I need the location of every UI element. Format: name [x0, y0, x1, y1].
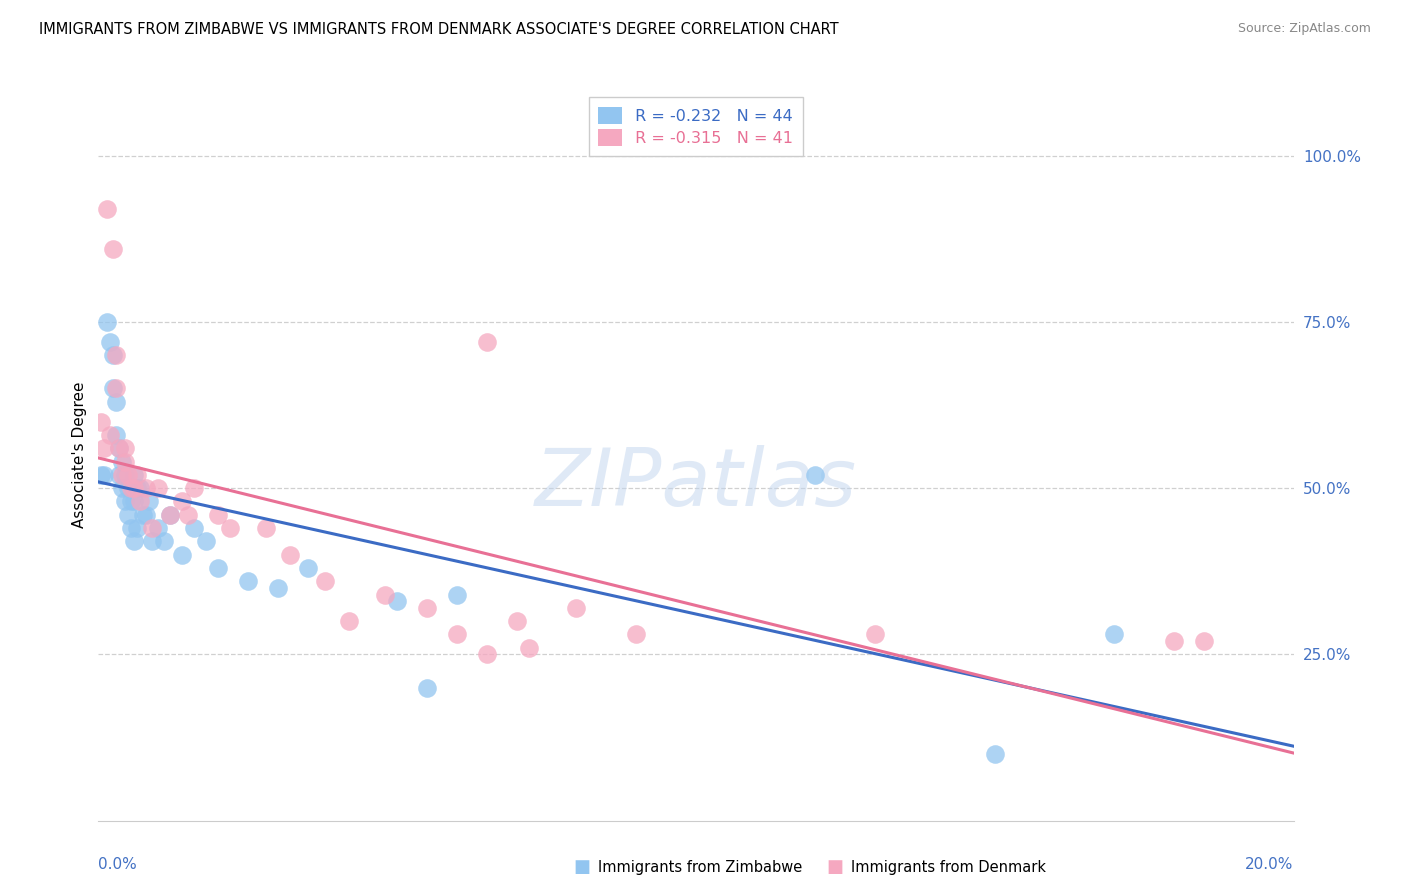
Point [153, 534, 176, 549]
Point [117, 508, 139, 522]
Point [117, 467, 139, 482]
Point [111, 481, 134, 495]
Point [416, 681, 439, 695]
Point [159, 508, 181, 522]
Point [416, 600, 439, 615]
Point [103, 381, 125, 395]
Point [93, 467, 115, 482]
Point [105, 381, 128, 395]
Point [148, 481, 170, 495]
Point [297, 561, 319, 575]
Point [114, 454, 136, 468]
Point [374, 588, 396, 602]
Point [626, 627, 648, 641]
Point [148, 521, 170, 535]
Point [177, 508, 200, 522]
Point [804, 467, 827, 482]
Point [111, 467, 134, 482]
Point [103, 348, 125, 362]
Point [1192, 634, 1215, 648]
Point [127, 467, 149, 482]
Point [124, 494, 146, 508]
Point [172, 494, 194, 508]
Point [865, 627, 887, 641]
Point [105, 428, 128, 442]
Point [129, 494, 152, 508]
Point [1163, 634, 1185, 648]
Point [124, 534, 146, 549]
Point [117, 481, 139, 495]
Point [120, 494, 142, 508]
Point [114, 494, 136, 508]
Point [124, 481, 146, 495]
Point [105, 348, 128, 362]
Point [132, 508, 155, 522]
Point [565, 600, 588, 615]
Point [183, 481, 205, 495]
Point [103, 242, 125, 256]
Point [1104, 627, 1126, 641]
Point [506, 614, 529, 628]
Point [254, 521, 277, 535]
Text: Immigrants from Denmark: Immigrants from Denmark [851, 860, 1046, 874]
Point [475, 334, 498, 349]
Point [446, 588, 468, 602]
Y-axis label: Associate's Degree: Associate's Degree [72, 382, 87, 528]
Point [138, 494, 160, 508]
Point [129, 481, 152, 495]
Text: ■: ■ [574, 858, 591, 876]
Point [108, 442, 131, 456]
Point [219, 521, 242, 535]
Point [114, 467, 136, 482]
Point [127, 521, 149, 535]
Legend:  R = -0.232   N = 44,  R = -0.315   N = 41: R = -0.232 N = 44, R = -0.315 N = 41 [589, 97, 803, 156]
Point [96, 202, 118, 216]
Point [127, 481, 149, 495]
Point [141, 534, 163, 549]
Point [159, 508, 181, 522]
Text: Immigrants from Zimbabwe: Immigrants from Zimbabwe [598, 860, 801, 874]
Point [108, 442, 131, 456]
Point [183, 521, 205, 535]
Point [90, 415, 112, 429]
Text: ■: ■ [827, 858, 844, 876]
Point [236, 574, 259, 589]
Point [105, 394, 128, 409]
Point [172, 548, 194, 562]
Text: ZIPatlas: ZIPatlas [534, 445, 858, 524]
Point [278, 548, 301, 562]
Point [475, 648, 498, 662]
Point [267, 581, 290, 595]
Point [98, 334, 122, 349]
Point [120, 521, 142, 535]
Text: 0.0%: 0.0% [98, 857, 138, 872]
Point [124, 467, 146, 482]
Text: IMMIGRANTS FROM ZIMBABWE VS IMMIGRANTS FROM DENMARK ASSOCIATE'S DEGREE CORRELATI: IMMIGRANTS FROM ZIMBABWE VS IMMIGRANTS F… [39, 22, 839, 37]
Point [207, 561, 229, 575]
Point [114, 442, 136, 456]
Point [90, 467, 112, 482]
Point [207, 508, 229, 522]
Point [195, 534, 218, 549]
Point [315, 574, 337, 589]
Point [96, 315, 118, 329]
Text: 20.0%: 20.0% [1246, 857, 1294, 872]
Point [385, 594, 409, 608]
Point [135, 481, 157, 495]
Point [120, 481, 142, 495]
Point [446, 627, 468, 641]
Point [339, 614, 361, 628]
Point [135, 508, 157, 522]
Point [141, 521, 163, 535]
Point [93, 442, 115, 456]
Point [984, 747, 1007, 761]
Point [111, 454, 134, 468]
Text: Source: ZipAtlas.com: Source: ZipAtlas.com [1237, 22, 1371, 36]
Point [517, 640, 540, 655]
Point [98, 428, 122, 442]
Point [108, 467, 131, 482]
